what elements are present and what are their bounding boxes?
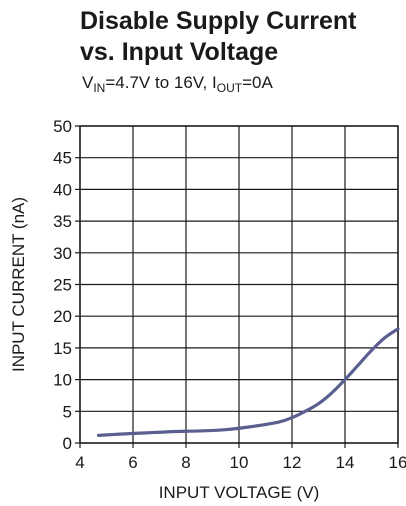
subtitle-v-sub: IN	[93, 81, 106, 95]
y-tick-label: 30	[53, 244, 72, 263]
y-tick-label: 10	[53, 371, 72, 390]
series-line	[96, 327, 400, 437]
y-tick-label: 5	[63, 402, 72, 421]
y-tick-label: 15	[53, 339, 72, 358]
y-axis-label: INPUT CURRENT (nA)	[9, 197, 28, 372]
x-axis-label: INPUT VOLTAGE (V)	[159, 483, 320, 502]
chart-subtitle: VIN=4.7V to 16V, IOUT=0A	[82, 73, 273, 95]
y-tick-label: 20	[53, 307, 72, 326]
x-tick-label: 14	[336, 453, 355, 472]
y-tick-label: 40	[53, 180, 72, 199]
chart-title: Disable Supply Current vs. Input Voltage	[80, 6, 356, 68]
subtitle-v-label: V	[82, 73, 94, 92]
x-tick-label: 8	[181, 453, 190, 472]
subtitle-i-text: =0A	[242, 73, 273, 92]
y-tick-label: 35	[53, 212, 72, 231]
x-tick-label: 4	[75, 453, 84, 472]
chart-title-line2: vs. Input Voltage	[80, 38, 279, 66]
y-tick-label: 25	[53, 276, 72, 295]
chart-title-line1: Disable Supply Current	[80, 7, 357, 35]
x-tick-label: 6	[128, 453, 137, 472]
x-tick-label: 16	[389, 453, 406, 472]
y-tick-label: 0	[63, 434, 72, 453]
x-tick-label: 10	[230, 453, 249, 472]
subtitle-i-sub: OUT	[216, 81, 243, 95]
subtitle-v-text: =4.7V to 16V,	[105, 73, 213, 92]
x-tick-label: 12	[283, 453, 302, 472]
y-tick-label: 45	[53, 149, 72, 168]
subtitle-i-label: I	[212, 73, 217, 92]
y-tick-label: 50	[53, 117, 72, 136]
